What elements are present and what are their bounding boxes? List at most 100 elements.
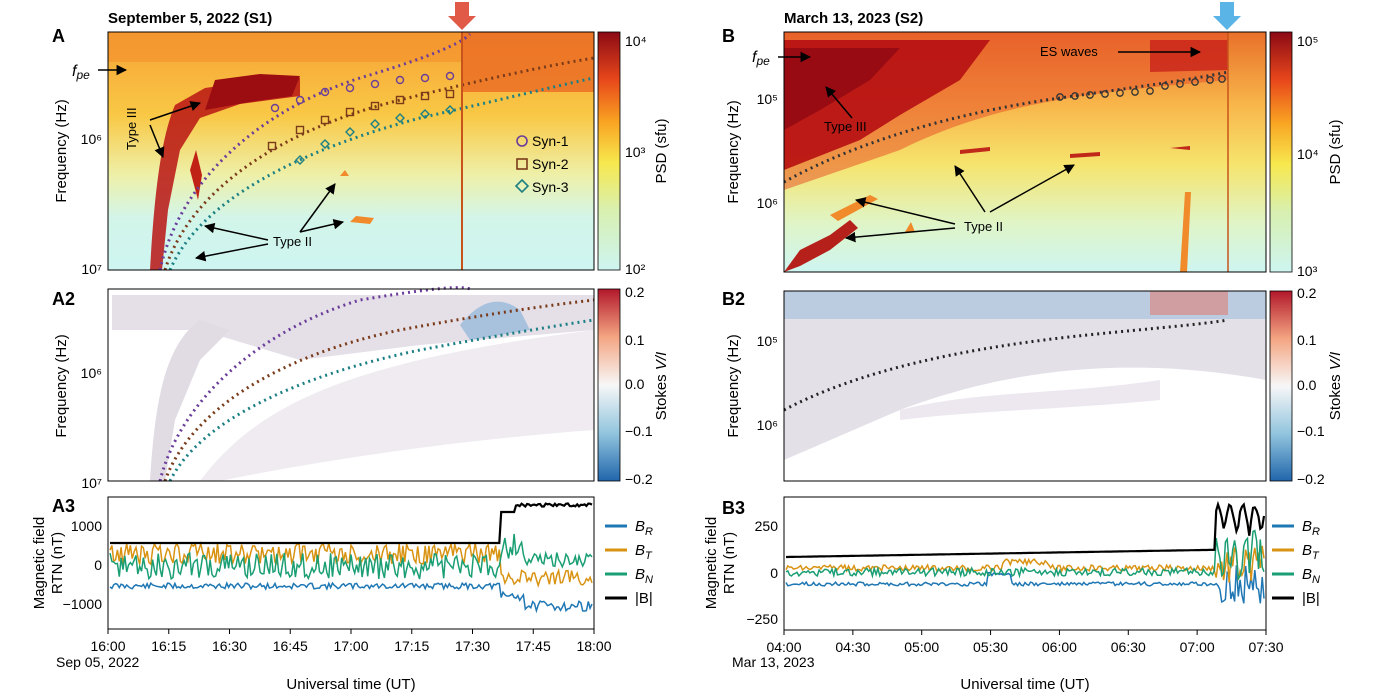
cbtick-b2-4: −0.1 xyxy=(1297,423,1325,439)
syn-1-point xyxy=(345,83,355,93)
xtick-label: 17:00 xyxy=(333,638,368,654)
type-ii-label-a: Type II xyxy=(273,234,312,249)
panel-b2: B2 10⁵ 10⁶ Frequency (Hz) 0.2 0.1 0.0 −0… xyxy=(722,285,1344,487)
event-arrow-b xyxy=(1213,2,1241,30)
cbtick-a2-3: 0.0 xyxy=(625,376,645,392)
observed-point-b xyxy=(1101,90,1109,98)
line-t xyxy=(109,540,593,589)
syn-3-curve-a xyxy=(168,76,595,271)
syn-3-point xyxy=(420,109,430,119)
legend-marker-syn-1 xyxy=(516,135,528,147)
ytick-b2-2: 10⁶ xyxy=(757,417,778,433)
cbtick-b2-2: 0.1 xyxy=(1297,332,1317,348)
xtick-label: 16:00 xyxy=(90,638,125,654)
ylabel-b2: Frequency (Hz) xyxy=(725,334,742,437)
ylabel-a2: Frequency (Hz) xyxy=(53,334,70,437)
frame-b2 xyxy=(783,290,1267,482)
type-iii-label-b: Type III xyxy=(824,119,867,134)
legend-a: Syn-1 Syn-2 Syn-3 xyxy=(514,133,569,195)
cbtick-b-2: 10⁴ xyxy=(1297,146,1319,162)
b-field-lines-a3 xyxy=(109,502,593,614)
xtick-label: 06:00 xyxy=(1042,639,1077,655)
panel-label-a: A xyxy=(52,26,65,46)
xtick-label: 06:30 xyxy=(1111,639,1146,655)
fpe-label-a: fpe xyxy=(72,63,90,82)
ytick-a-2: 10⁷ xyxy=(81,261,102,277)
xtick-label: 18:00 xyxy=(576,638,611,654)
syn-3-point xyxy=(370,119,380,129)
frame-a xyxy=(107,31,595,271)
ytick-a2-2: 10⁷ xyxy=(81,475,102,491)
syn-1-point xyxy=(295,95,305,105)
type-iii-burst-a xyxy=(150,78,300,270)
syn-2-point xyxy=(295,125,305,135)
ytick-a3-2: 0 xyxy=(94,557,102,573)
colorbar-b xyxy=(1269,31,1293,273)
colorbar-a2 xyxy=(597,288,621,482)
frame-a3 xyxy=(107,496,595,630)
syn-1-point xyxy=(370,79,380,89)
xtick-label: 16:15 xyxy=(151,638,186,654)
observed-point-b xyxy=(1116,89,1124,97)
ylabel2-b3: RTN (nT) xyxy=(721,532,738,594)
panel-a2: A2 10⁶ 10⁷ Frequency (Hz) 0.2 0.1 0.0 −0… xyxy=(52,284,670,491)
frame-b xyxy=(783,31,1267,273)
legend-label-mag: |B| xyxy=(635,590,653,607)
ytick-b3-3: −250 xyxy=(746,611,778,627)
syn-2-point xyxy=(345,107,355,117)
xtick-label: 17:15 xyxy=(394,638,429,654)
cbtick-a-2: 10³ xyxy=(625,144,646,160)
cblabel-a: PSD (sfu) xyxy=(653,118,670,183)
syn-2-point xyxy=(370,101,380,111)
legend-label-n: BN xyxy=(1302,566,1320,586)
xtick-label: 05:00 xyxy=(904,639,939,655)
ytick-a3-1: 1000 xyxy=(71,518,102,534)
panel-label-b3: B3 xyxy=(722,498,745,518)
cblabel-a2: Stokes V/I xyxy=(653,352,670,420)
syn-1-point xyxy=(320,87,330,97)
syn-2-point xyxy=(420,91,430,101)
ylabel2-a3: RTN (nT) xyxy=(49,532,66,594)
xtick-label: 04:00 xyxy=(766,639,801,655)
legend-syn-2: Syn-2 xyxy=(532,156,569,172)
colorbar-a xyxy=(597,31,621,271)
frame-b3 xyxy=(783,496,1267,631)
event-arrow-a xyxy=(448,2,476,30)
fpe-label-b: fpe xyxy=(752,49,770,68)
legend-label-t: BT xyxy=(1302,542,1320,562)
legend-label-t: BT xyxy=(635,542,653,562)
type-ii-label-b: Type II xyxy=(964,219,1003,234)
panel-label-a3: A3 xyxy=(52,496,75,516)
xtick-label: 17:30 xyxy=(455,638,490,654)
frame-a2 xyxy=(107,288,595,482)
observed-point-b xyxy=(1071,92,1079,100)
xtick-label: 16:45 xyxy=(273,638,308,654)
cblabel-b: PSD (sfu) xyxy=(1327,119,1344,184)
syn-3-point xyxy=(320,139,330,149)
syn-markers-a xyxy=(267,71,455,165)
observed-point-b xyxy=(1086,91,1094,99)
syn-2-point xyxy=(320,115,330,125)
cbtick-a2-5: −0.2 xyxy=(625,471,653,487)
xtick-label: 07:00 xyxy=(1180,639,1215,655)
cbtick-a2-2: 0.1 xyxy=(625,332,645,348)
syn-1-curve-a xyxy=(158,32,472,271)
ylabel-a3: Magnetic field xyxy=(31,517,48,610)
ytick-b3-1: 250 xyxy=(755,518,779,534)
colorbar-b2 xyxy=(1269,290,1293,482)
syn-3-point xyxy=(395,113,405,123)
syn-1-point xyxy=(270,103,280,113)
observed-point-b xyxy=(1218,75,1226,83)
legend-a3: BR BT BN |B| xyxy=(605,518,653,607)
syn-2-point xyxy=(267,141,277,151)
panel-a: A September 5, 2022 (S1) 10⁶ 10⁷ Frequen… xyxy=(52,2,670,277)
cbtick-b-3: 10³ xyxy=(1297,263,1318,279)
observed-point-b xyxy=(1161,82,1169,90)
legend-label-r: BR xyxy=(635,518,653,538)
cbtick-b2-1: 0.2 xyxy=(1297,285,1317,301)
ytick-b2-1: 10⁵ xyxy=(757,333,778,349)
xtick-label: 17:45 xyxy=(516,638,551,654)
ylabel-b: Frequency (Hz) xyxy=(725,100,742,203)
cbtick-a2-4: −0.1 xyxy=(625,423,653,439)
panel-a3: A3 1000 0 −1000 Magnetic field RTN (nT) … xyxy=(31,496,653,693)
